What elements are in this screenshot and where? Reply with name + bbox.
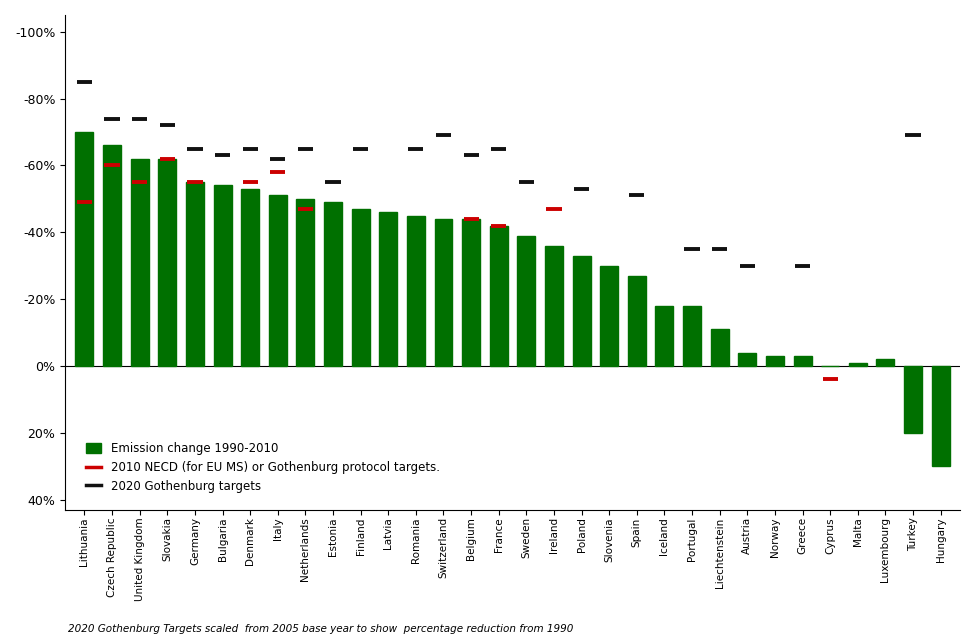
Bar xyxy=(932,366,950,466)
Bar xyxy=(877,359,894,366)
Bar xyxy=(655,306,674,366)
Bar xyxy=(545,246,563,366)
Bar xyxy=(214,185,231,366)
Bar xyxy=(186,182,204,366)
Bar xyxy=(352,209,370,366)
Bar xyxy=(158,159,176,366)
Bar xyxy=(794,356,811,366)
Bar xyxy=(683,306,701,366)
Bar xyxy=(407,215,425,366)
Bar xyxy=(711,329,728,366)
Bar xyxy=(75,132,94,366)
Bar xyxy=(849,363,867,366)
Bar xyxy=(904,366,922,433)
Bar xyxy=(103,145,121,366)
Bar xyxy=(601,265,618,366)
Bar xyxy=(766,356,784,366)
Bar xyxy=(462,219,480,366)
Bar xyxy=(489,225,508,366)
Bar xyxy=(738,352,757,366)
Text: 2020 Gothenburg Targets scaled  from 2005 base year to show  percentage reductio: 2020 Gothenburg Targets scaled from 2005… xyxy=(68,624,573,634)
Bar xyxy=(518,236,535,366)
Bar xyxy=(131,159,148,366)
Bar xyxy=(572,256,591,366)
Bar xyxy=(435,219,452,366)
Bar xyxy=(296,199,314,366)
Bar xyxy=(628,276,645,366)
Bar xyxy=(241,189,259,366)
Bar xyxy=(324,202,342,366)
Legend: Emission change 1990-2010, 2010 NECD (for EU MS) or Gothenburg protocol targets.: Emission change 1990-2010, 2010 NECD (fo… xyxy=(80,436,446,499)
Bar xyxy=(379,212,397,366)
Bar xyxy=(269,196,287,366)
